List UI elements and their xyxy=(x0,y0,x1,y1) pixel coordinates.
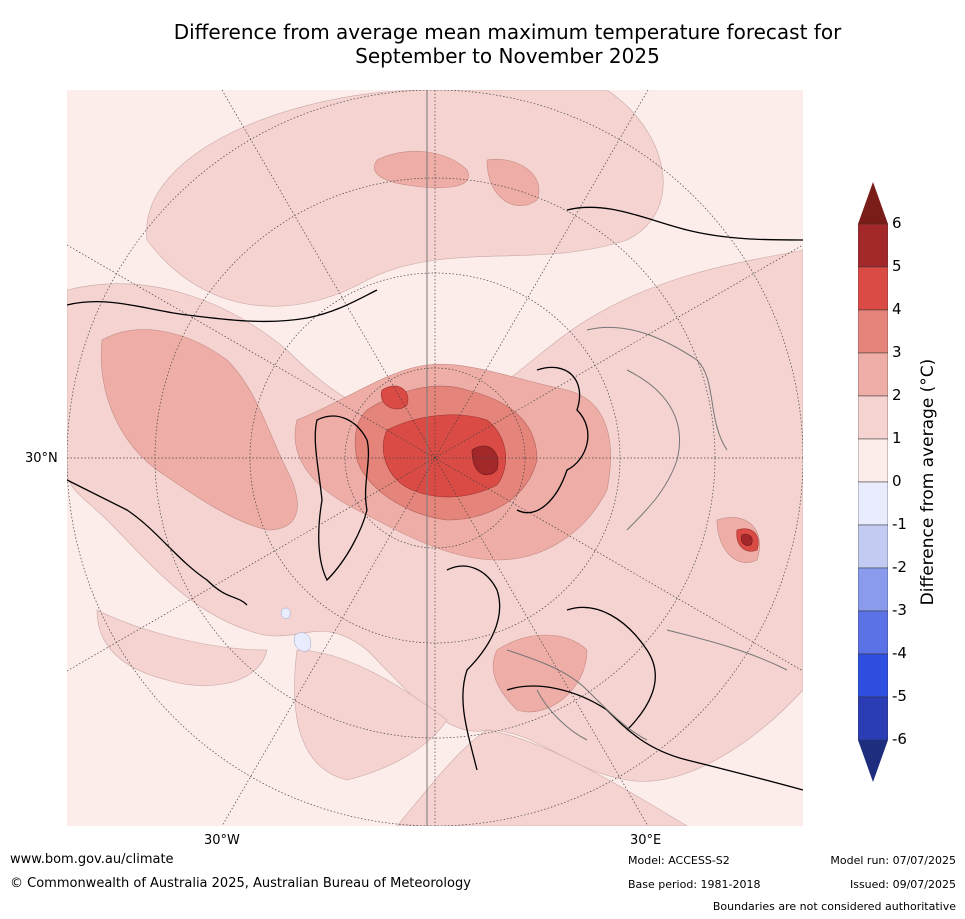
anomaly-4-5-regions xyxy=(380,385,759,552)
colorbar-bin xyxy=(858,567,888,612)
anomaly-negative-patches xyxy=(280,607,311,652)
colorbar-tick-label: -2 xyxy=(892,558,907,576)
colorbar-tick-label: 3 xyxy=(892,343,902,361)
colorbar-label: Difference from average (°C) xyxy=(918,358,938,606)
colorbar-tick-label: -4 xyxy=(892,644,907,662)
colorbar-tick-label: 2 xyxy=(892,386,902,404)
lon-label-30e: 30°E xyxy=(630,833,662,848)
title-line-2: September to November 2025 xyxy=(355,44,660,68)
colorbar-bin xyxy=(858,524,888,569)
colorbar-tick-label: 6 xyxy=(892,214,902,232)
coastlines xyxy=(67,206,803,791)
colorbar-bin xyxy=(858,481,888,526)
model-text: Model: ACCESS-S2 xyxy=(628,854,730,867)
map-title: Difference from average mean maximum tem… xyxy=(40,20,965,68)
colorbar-bin xyxy=(858,438,888,483)
colorbar-tick-label: 0 xyxy=(892,472,902,490)
colorbar-tick-label: -1 xyxy=(892,515,907,533)
colorbar-tick-label: 4 xyxy=(892,300,902,318)
colorbar-bin xyxy=(858,309,888,354)
colorbar-bin xyxy=(858,223,888,268)
colorbar-bin xyxy=(858,610,888,655)
issued-text: Issued: 09/07/2025 xyxy=(849,878,956,891)
title-line-1: Difference from average mean maximum tem… xyxy=(173,20,842,44)
base-period-text: Base period: 1981-2018 xyxy=(628,878,761,891)
colorbar-tick-label: -6 xyxy=(892,730,907,748)
website-link[interactable]: www.bom.gov.au/climate xyxy=(10,852,174,867)
graticule xyxy=(67,90,803,826)
colorbar-tick-label: 5 xyxy=(892,257,902,275)
colorbar-under-arrow xyxy=(858,740,888,782)
colorbar-tick-label: 1 xyxy=(892,429,902,447)
colorbar-bin xyxy=(858,395,888,440)
country-borders xyxy=(426,90,788,826)
colorbar-bin xyxy=(858,266,888,311)
colorbar-tick-label: -3 xyxy=(892,601,907,619)
lon-label-30w: 30°W xyxy=(204,833,240,848)
lat-label-30n: 30°N xyxy=(25,451,58,466)
colorbar-bin xyxy=(858,352,888,397)
disclaimer-text: Boundaries are not considered authoritat… xyxy=(712,900,956,913)
colorbar xyxy=(858,182,888,782)
model-run-text: Model run: 07/07/2025 xyxy=(830,854,956,867)
colorbar-bin xyxy=(858,696,888,741)
colorbar-bin xyxy=(858,653,888,698)
copyright-text: © Commonwealth of Australia 2025, Austra… xyxy=(10,876,471,891)
colorbar-tick-label: -5 xyxy=(892,687,907,705)
polar-map xyxy=(67,90,803,826)
anomaly-5-6-regions xyxy=(471,445,753,546)
colorbar-over-arrow xyxy=(858,182,888,224)
